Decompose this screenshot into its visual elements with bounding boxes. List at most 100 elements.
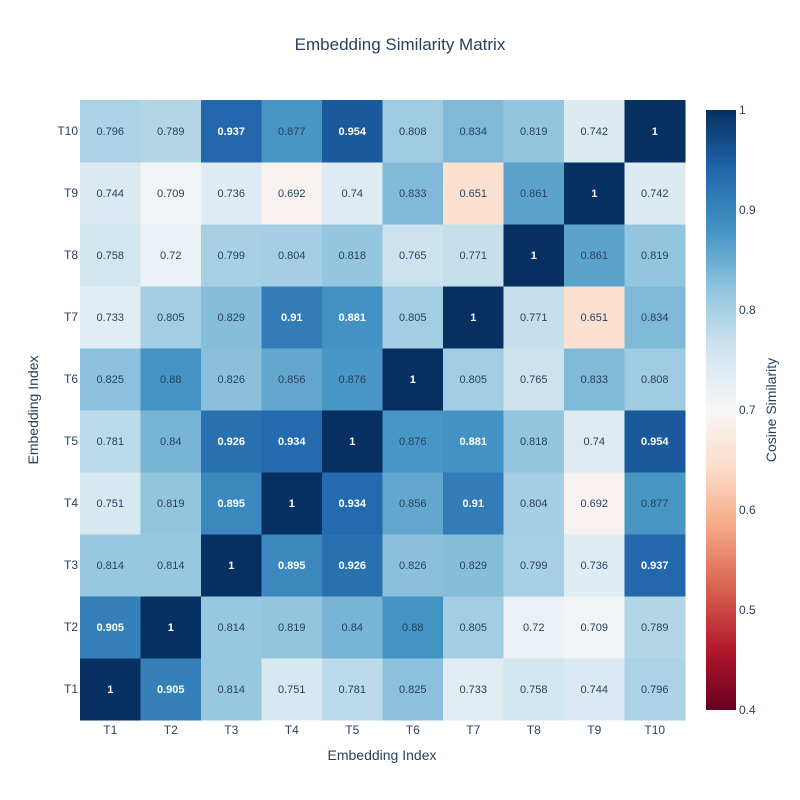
cell-value-label: 0.937 <box>641 560 669 572</box>
heatmap-cell <box>261 658 323 721</box>
heatmap-cell <box>322 162 383 225</box>
heatmap-cell <box>443 534 504 597</box>
cell-value-label: 0.826 <box>217 374 245 386</box>
cell-value-label: 0.805 <box>459 374 487 386</box>
heatmap-cell <box>503 286 565 349</box>
heatmap-cell <box>564 162 625 225</box>
heatmap-cell <box>503 658 565 721</box>
heatmap-cell <box>443 162 504 225</box>
heatmap-cell <box>503 410 565 473</box>
cell-value-label: 0.819 <box>520 126 548 138</box>
heatmap-cell <box>382 596 444 659</box>
cell-value-label: 0.814 <box>157 560 185 572</box>
cell-value-label: 0.733 <box>96 312 124 324</box>
cell-value-label: 0.771 <box>520 312 548 324</box>
cell-value-label: 0.88 <box>160 374 181 386</box>
cell-value-label: 0.744 <box>96 188 124 200</box>
heatmap-cell <box>261 162 323 225</box>
y-tick-label: T3 <box>64 558 78 572</box>
cell-value-label: 0.808 <box>641 374 669 386</box>
heatmap-cell <box>564 348 625 411</box>
cell-value-label: 0.818 <box>338 250 366 262</box>
cell-value-label: 1 <box>107 684 113 696</box>
heatmap-cell <box>201 658 262 721</box>
heatmap-cell <box>261 410 323 473</box>
cell-value-label: 0.709 <box>157 188 185 200</box>
heatmap-cell <box>564 410 625 473</box>
cell-value-label: 1 <box>591 188 597 200</box>
cell-value-label: 0.72 <box>160 250 181 262</box>
cell-value-label: 0.651 <box>459 188 487 200</box>
cell-value-label: 0.808 <box>399 126 427 138</box>
cell-value-label: 0.814 <box>217 622 245 634</box>
heatmap-cell <box>503 534 565 597</box>
x-tick-label: T6 <box>406 723 420 737</box>
cell-value-label: 1 <box>410 374 416 386</box>
cell-value-label: 0.856 <box>278 374 306 386</box>
heatmap-cell <box>322 410 383 473</box>
heatmap-cell <box>322 100 383 163</box>
cell-value-label: 0.796 <box>641 684 669 696</box>
cell-value-label: 0.819 <box>278 622 306 634</box>
heatmap-cell <box>80 224 141 287</box>
heatmap-cell <box>443 596 504 659</box>
heatmap-cell <box>382 286 444 349</box>
cell-value-label: 0.91 <box>463 498 484 510</box>
colorbar-tick-label: 0.4 <box>739 703 756 717</box>
y-tick-label: T9 <box>64 186 78 200</box>
cell-value-label: 0.895 <box>217 498 245 510</box>
heatmap-cell <box>382 534 444 597</box>
heatmap-cell <box>382 224 444 287</box>
heatmap-cell <box>503 100 565 163</box>
cell-value-label: 0.954 <box>338 126 366 138</box>
heatmap-cell <box>140 658 202 721</box>
heatmap-cell <box>564 596 625 659</box>
cell-value-label: 0.856 <box>399 498 427 510</box>
cell-value-label: 1 <box>289 498 295 510</box>
heatmap-cell <box>443 658 504 721</box>
cell-value-label: 0.796 <box>96 126 124 138</box>
cell-value-label: 1 <box>349 436 355 448</box>
heatmap-cell <box>503 596 565 659</box>
heatmap-cell <box>201 596 262 659</box>
heatmap-cell <box>564 286 625 349</box>
heatmap-cell <box>503 472 565 535</box>
heatmap-cell <box>382 162 444 225</box>
heatmap-cell <box>140 286 202 349</box>
cell-value-label: 0.751 <box>278 684 306 696</box>
cell-value-label: 0.881 <box>459 436 487 448</box>
cell-value-label: 1 <box>652 126 658 138</box>
y-axis-ticks: T1 T2 T3 T4 T5 T6 T7 T8 T9 T10 <box>57 124 78 696</box>
y-tick-label: T8 <box>64 248 78 262</box>
heatmap-cell <box>140 472 202 535</box>
heatmap-cell <box>624 224 686 287</box>
cell-value-label: 0.736 <box>580 560 608 572</box>
cell-value-label: 0.781 <box>338 684 366 696</box>
heatmap-cell <box>201 224 262 287</box>
cell-value-label: 0.825 <box>399 684 427 696</box>
heatmap-cell <box>140 162 202 225</box>
cell-value-label: 1 <box>531 250 537 262</box>
cell-value-label: 0.819 <box>157 498 185 510</box>
cell-value-label: 0.758 <box>96 250 124 262</box>
heatmap-cell <box>624 100 686 163</box>
cell-value-label: 0.709 <box>580 622 608 634</box>
heatmap-cell <box>80 162 141 225</box>
heatmap-cell <box>564 100 625 163</box>
cell-value-label: 0.765 <box>399 250 427 262</box>
colorbar-tick-label: 0.5 <box>739 603 756 617</box>
chart-title: Embedding Similarity Matrix <box>295 35 506 54</box>
x-tick-label: T10 <box>644 723 665 737</box>
cell-value-label: 0.834 <box>459 126 487 138</box>
cell-value-label: 0.934 <box>338 498 366 510</box>
cell-value-label: 0.814 <box>96 560 124 572</box>
heatmap-cell <box>443 348 504 411</box>
colorbar-tick-label: 0.7 <box>739 403 756 417</box>
heatmap-cell <box>261 472 323 535</box>
cell-value-label: 0.74 <box>342 188 363 200</box>
y-axis-title: Embedding Index <box>25 356 41 465</box>
cell-value-label: 0.833 <box>399 188 427 200</box>
heatmap-cell <box>261 348 323 411</box>
cell-value-label: 0.805 <box>157 312 185 324</box>
